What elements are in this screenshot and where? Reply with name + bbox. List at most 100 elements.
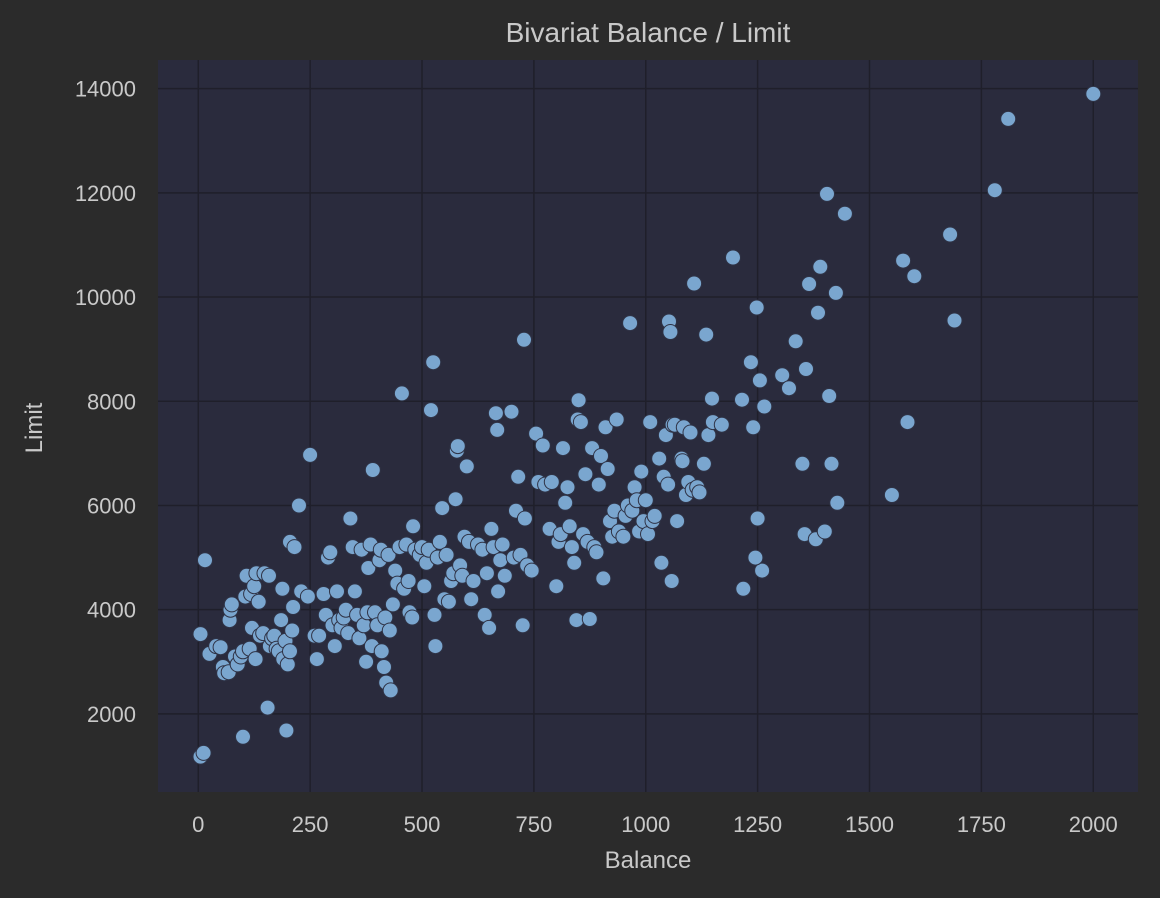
data-point bbox=[278, 722, 295, 739]
data-point bbox=[528, 425, 545, 442]
y-tick-label: 2000 bbox=[87, 702, 136, 727]
data-point bbox=[465, 573, 482, 589]
data-point bbox=[384, 596, 401, 613]
data-point bbox=[311, 627, 328, 644]
data-point bbox=[543, 474, 560, 490]
data-point bbox=[942, 226, 959, 243]
data-point bbox=[197, 552, 213, 569]
data-point bbox=[581, 611, 598, 627]
data-point bbox=[404, 609, 421, 626]
data-point bbox=[812, 258, 829, 275]
x-axis-title: Balance bbox=[605, 847, 692, 874]
data-point bbox=[494, 536, 511, 553]
y-axis-title: Limit bbox=[21, 402, 48, 453]
data-point bbox=[489, 421, 506, 438]
data-point bbox=[431, 533, 448, 550]
y-tick-label: 14000 bbox=[75, 77, 136, 102]
data-point bbox=[503, 403, 520, 420]
data-point bbox=[1000, 110, 1017, 127]
x-tick-labels: 0 250 500 750 1000 1250 1500 1750 2000 bbox=[192, 812, 1118, 837]
data-point bbox=[608, 411, 625, 428]
y-tick-label: 4000 bbox=[87, 598, 136, 623]
data-point bbox=[626, 479, 643, 496]
data-point bbox=[496, 567, 513, 584]
data-point bbox=[794, 455, 811, 472]
data-point bbox=[734, 391, 750, 408]
data-point bbox=[382, 682, 399, 699]
data-point bbox=[261, 567, 277, 584]
chart-title: Bivariat Balance / Limit bbox=[506, 17, 791, 48]
data-point bbox=[510, 468, 527, 485]
data-point bbox=[434, 500, 451, 517]
data-point bbox=[425, 354, 442, 371]
y-tick-labels: 2000 4000 6000 8000 10000 12000 14000 bbox=[75, 77, 136, 727]
data-point bbox=[563, 539, 580, 556]
data-point bbox=[742, 354, 759, 371]
data-point bbox=[274, 580, 291, 597]
data-point bbox=[376, 659, 392, 675]
data-point bbox=[749, 510, 766, 527]
data-point bbox=[557, 494, 574, 511]
data-point bbox=[285, 599, 302, 615]
data-point bbox=[829, 494, 846, 511]
data-point bbox=[358, 653, 375, 670]
data-point bbox=[633, 463, 650, 480]
x-tick-label: 0 bbox=[192, 812, 204, 837]
data-point bbox=[516, 510, 533, 527]
data-point bbox=[555, 440, 571, 457]
data-point bbox=[570, 392, 587, 409]
data-point bbox=[816, 523, 833, 540]
data-point bbox=[559, 479, 576, 496]
data-point bbox=[810, 304, 826, 321]
data-point bbox=[747, 549, 764, 566]
data-point bbox=[883, 487, 900, 503]
data-point bbox=[823, 455, 840, 472]
x-tick-label: 1000 bbox=[621, 812, 670, 837]
data-point bbox=[593, 448, 609, 464]
data-point bbox=[426, 606, 443, 623]
data-point bbox=[774, 367, 791, 384]
x-tick-label: 500 bbox=[404, 812, 441, 837]
data-point bbox=[827, 284, 844, 301]
data-point bbox=[660, 476, 677, 493]
data-point bbox=[516, 331, 532, 348]
data-point bbox=[478, 565, 495, 582]
y-tick-label: 6000 bbox=[87, 493, 136, 518]
data-point bbox=[487, 405, 504, 422]
data-point bbox=[756, 398, 773, 415]
data-point bbox=[725, 249, 741, 266]
data-point bbox=[405, 518, 422, 535]
data-point bbox=[577, 466, 594, 483]
data-point bbox=[235, 728, 251, 745]
data-point bbox=[492, 552, 509, 569]
data-point bbox=[247, 651, 264, 668]
data-point bbox=[342, 510, 359, 527]
data-point bbox=[691, 484, 708, 501]
data-point bbox=[751, 372, 768, 389]
data-point bbox=[637, 492, 654, 509]
data-point bbox=[1085, 85, 1102, 102]
data-point bbox=[346, 583, 363, 600]
data-point bbox=[284, 622, 301, 639]
data-point bbox=[669, 513, 686, 530]
data-point bbox=[819, 185, 835, 202]
data-point bbox=[745, 419, 762, 436]
data-points bbox=[192, 85, 1102, 765]
data-point bbox=[286, 539, 303, 556]
data-point bbox=[798, 361, 814, 377]
data-point bbox=[754, 562, 771, 579]
data-point bbox=[622, 315, 639, 332]
y-tick-label: 10000 bbox=[75, 285, 136, 310]
data-point bbox=[572, 414, 589, 431]
data-point bbox=[986, 182, 1003, 199]
data-point bbox=[273, 612, 290, 629]
y-tick-label: 8000 bbox=[87, 389, 136, 414]
data-point bbox=[449, 438, 466, 455]
x-tick-label: 1250 bbox=[733, 812, 782, 837]
data-point bbox=[663, 573, 680, 589]
data-point bbox=[899, 414, 916, 431]
data-point bbox=[590, 476, 607, 493]
data-point bbox=[695, 455, 712, 472]
